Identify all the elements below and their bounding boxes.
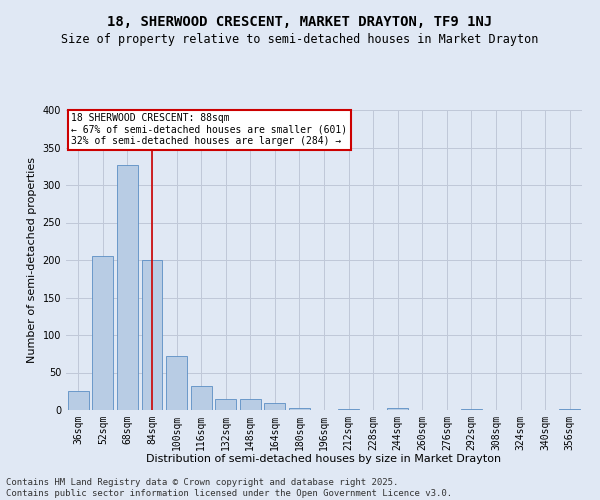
Bar xyxy=(68,391,89,410)
Text: Contains HM Land Registry data © Crown copyright and database right 2025.
Contai: Contains HM Land Registry data © Crown c… xyxy=(6,478,452,498)
Bar xyxy=(142,260,163,410)
Bar xyxy=(387,408,408,410)
Bar xyxy=(240,399,261,410)
X-axis label: Distribution of semi-detached houses by size in Market Drayton: Distribution of semi-detached houses by … xyxy=(146,454,502,464)
Text: Size of property relative to semi-detached houses in Market Drayton: Size of property relative to semi-detach… xyxy=(61,32,539,46)
Y-axis label: Number of semi-detached properties: Number of semi-detached properties xyxy=(27,157,37,363)
Bar xyxy=(191,386,212,410)
Bar xyxy=(215,399,236,410)
Bar xyxy=(117,165,138,410)
Bar xyxy=(338,408,359,410)
Text: 18 SHERWOOD CRESCENT: 88sqm
← 67% of semi-detached houses are smaller (601)
32% : 18 SHERWOOD CRESCENT: 88sqm ← 67% of sem… xyxy=(71,113,347,146)
Text: 18, SHERWOOD CRESCENT, MARKET DRAYTON, TF9 1NJ: 18, SHERWOOD CRESCENT, MARKET DRAYTON, T… xyxy=(107,15,493,29)
Bar xyxy=(166,356,187,410)
Bar xyxy=(289,408,310,410)
Bar xyxy=(265,403,286,410)
Bar xyxy=(92,256,113,410)
Bar xyxy=(559,408,580,410)
Bar xyxy=(461,408,482,410)
